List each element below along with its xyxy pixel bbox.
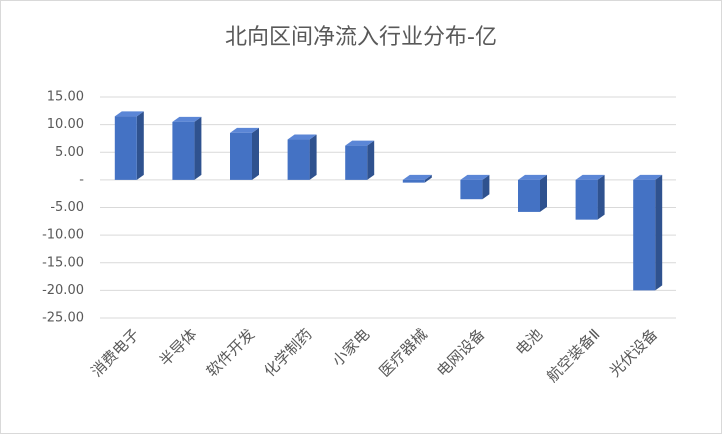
bar-side (367, 140, 375, 180)
bar-top (575, 174, 605, 180)
y-tick-label: -25.00 (42, 311, 84, 326)
bar (402, 179, 425, 183)
bar-side (655, 174, 663, 291)
bar-side (136, 111, 144, 180)
bar-top (230, 127, 259, 133)
y-tick-label: - (79, 172, 84, 187)
bar-top (172, 116, 202, 122)
bar (114, 116, 137, 180)
y-tick-label: -10.00 (42, 228, 84, 243)
y-tick-label: -15.00 (42, 255, 84, 270)
y-tick-label: -20.00 (42, 283, 84, 298)
bar-top (402, 174, 432, 180)
bar-top (287, 134, 317, 140)
bar-top (518, 174, 547, 180)
y-tick-label: -5.00 (50, 200, 84, 215)
y-tick-label: 15.00 (47, 90, 84, 105)
bar-side (252, 127, 259, 180)
bar (345, 145, 368, 180)
bar-top (460, 174, 490, 180)
bar-side (194, 116, 202, 180)
bar-top (345, 140, 375, 146)
bar (460, 179, 483, 200)
y-tick-label: 10.00 (47, 117, 84, 132)
bar (172, 121, 195, 180)
bar-side (482, 174, 490, 200)
bar (518, 179, 540, 212)
bar (633, 179, 656, 291)
bar-top (633, 174, 663, 180)
chart-title: 北向区间净流入行业分布-亿 (225, 25, 497, 50)
bar-side (424, 174, 432, 183)
bar (230, 132, 252, 180)
bar-side (597, 174, 605, 220)
bar (287, 139, 310, 180)
bar-top (114, 111, 144, 117)
bar-side (309, 134, 317, 180)
y-tick-label: 5.00 (55, 145, 84, 160)
bar (575, 179, 598, 220)
bar-side (540, 174, 547, 212)
